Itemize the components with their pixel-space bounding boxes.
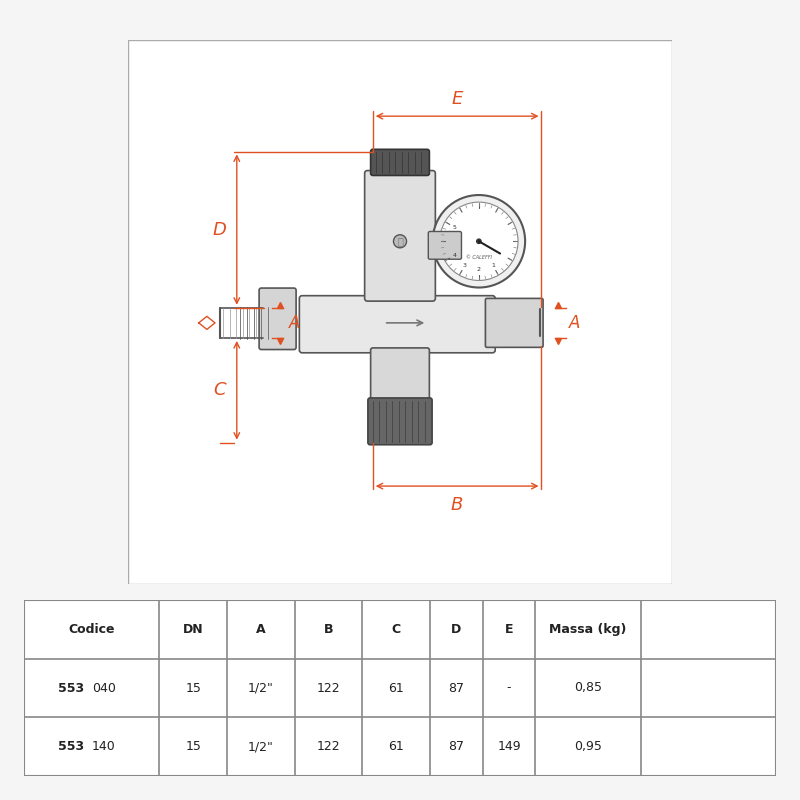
FancyBboxPatch shape	[428, 231, 462, 259]
Text: Massa (kg): Massa (kg)	[550, 623, 626, 636]
Text: E: E	[451, 90, 463, 108]
Text: 4: 4	[452, 253, 456, 258]
Text: A: A	[256, 623, 266, 636]
Text: 149: 149	[498, 740, 521, 753]
FancyBboxPatch shape	[365, 170, 435, 301]
Text: 1: 1	[491, 263, 495, 268]
Text: DN: DN	[183, 623, 203, 636]
FancyBboxPatch shape	[368, 398, 432, 445]
Text: 15: 15	[186, 682, 201, 694]
Text: A: A	[569, 314, 580, 332]
Text: 2: 2	[477, 267, 481, 272]
Text: Codice: Codice	[69, 623, 115, 636]
Text: B: B	[451, 496, 463, 514]
Text: 1/2": 1/2"	[248, 740, 274, 753]
Text: 87: 87	[448, 740, 464, 753]
Text: D: D	[212, 222, 226, 239]
Text: 553: 553	[58, 740, 84, 753]
Text: 1/2": 1/2"	[248, 682, 274, 694]
Text: 122: 122	[317, 682, 340, 694]
Text: C: C	[214, 382, 226, 399]
FancyBboxPatch shape	[299, 296, 495, 353]
Text: A: A	[289, 314, 300, 332]
FancyBboxPatch shape	[370, 150, 430, 175]
Text: 0,85: 0,85	[574, 682, 602, 694]
Text: 140: 140	[92, 740, 115, 753]
Text: D: D	[451, 623, 462, 636]
Text: 040: 040	[92, 682, 115, 694]
Text: C: C	[392, 623, 401, 636]
Text: © CALEFFI: © CALEFFI	[466, 255, 492, 260]
Text: 87: 87	[448, 682, 464, 694]
Text: 61: 61	[388, 682, 404, 694]
Text: ⓒ: ⓒ	[397, 236, 403, 246]
Text: 553: 553	[58, 682, 84, 694]
FancyBboxPatch shape	[486, 298, 543, 347]
Text: 5: 5	[453, 225, 456, 230]
FancyBboxPatch shape	[24, 600, 776, 776]
Text: 0,95: 0,95	[574, 740, 602, 753]
Circle shape	[477, 239, 481, 243]
Text: 15: 15	[186, 740, 201, 753]
FancyBboxPatch shape	[128, 40, 672, 584]
Circle shape	[440, 202, 518, 281]
Text: 61: 61	[388, 740, 404, 753]
FancyBboxPatch shape	[259, 288, 296, 350]
Text: 3: 3	[462, 263, 466, 268]
Circle shape	[394, 234, 406, 248]
Circle shape	[433, 195, 525, 287]
Text: 122: 122	[317, 740, 340, 753]
Text: B: B	[324, 623, 334, 636]
FancyBboxPatch shape	[370, 348, 430, 404]
Text: E: E	[505, 623, 514, 636]
Text: -: -	[506, 682, 511, 694]
